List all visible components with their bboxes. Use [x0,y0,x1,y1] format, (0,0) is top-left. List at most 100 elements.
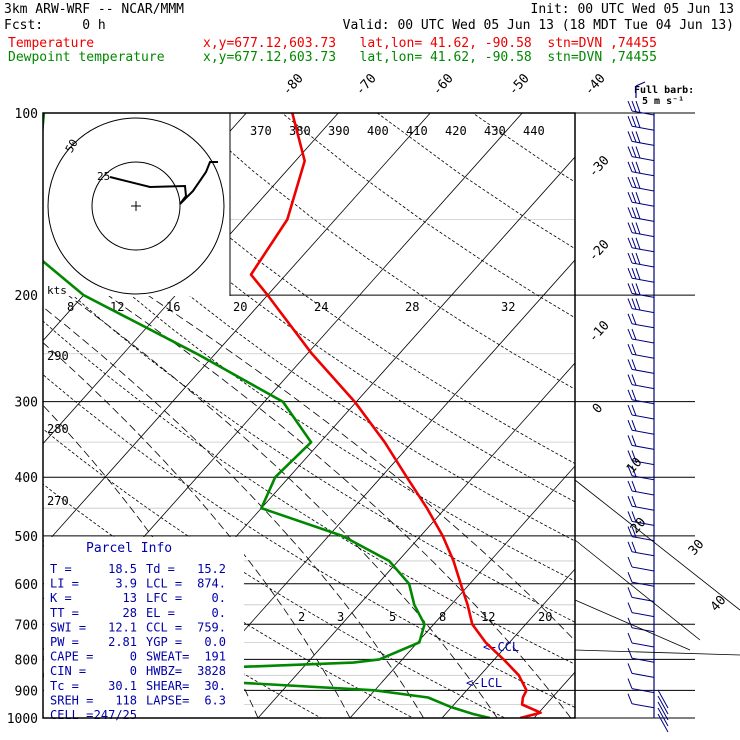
parcel-value-a: 247/25 [94,708,137,722]
outer-guide-1 [574,539,701,641]
wind-barb [627,161,655,177]
wind-barb-flag [627,556,633,568]
theta-label-290: 290 [47,349,69,363]
isotherm-label-10: 10 [624,455,646,477]
wind-barb-shaft [631,703,655,709]
wind-barb-flag [627,359,633,370]
wind-barb-flag [635,283,641,295]
parcel-value-a: 18.5 [108,562,137,576]
wind-barb [627,344,655,359]
wind-barb-flag [635,161,641,174]
wind-barb-surface [657,713,669,733]
forecast-hour: Fcst: 0 h [4,18,106,33]
wind-barb [627,313,655,329]
wind-barb-flag [631,359,637,371]
outer-guide-2 [574,599,691,651]
wind-barb-shaft [631,429,655,435]
wind-barb [627,602,655,618]
wind-barb-flag [631,435,637,447]
wind-barb-shaft [631,414,655,420]
wind-barb-flag [627,450,633,461]
init-time: Init: 00 UTC Wed 05 Jun 13 [530,2,735,17]
wind-barb-flag [631,298,637,310]
wind-barb-flag [627,678,633,689]
isotherm-label-0: 0 [590,401,606,417]
ccl-marker: <-CCL [483,640,519,654]
parcel-label-a: SWI = [50,620,86,634]
wind-barb-flag [635,146,641,159]
dry-adiabat-330 [43,215,575,582]
wind-barb [627,222,655,238]
wind-barb-shaft [631,186,655,192]
parcel-value-a: 0 [130,664,137,678]
wind-barb-flag [631,161,637,173]
parcel-label-a: SREH = [50,693,93,707]
wind-barb-flag [631,450,637,462]
wind-barb-shaft [631,140,655,146]
wind-barb-shaft [631,247,655,253]
wind-barb-shaft [631,201,655,207]
wind-barb-flag [635,222,641,235]
wind-barb-flag [627,648,633,659]
parcel-value-b: 0. [212,606,226,620]
wind-barb-flag [627,617,633,628]
wind-barbs [627,100,669,733]
wind-barb-flag [627,222,633,233]
wind-barb [627,283,655,298]
wind-barb [627,268,655,283]
parcel-info-title: Parcel Info [86,541,172,556]
parcel-label-b: LCL = [146,577,182,591]
wind-barb-flag [631,404,637,416]
isotherm-40 [718,113,740,718]
dry-adiabat-280 [43,483,414,718]
wind-barb [627,450,655,466]
wind-barb [627,541,655,557]
parcel-label-a: K = [50,591,72,605]
wind-barb-flag [627,602,633,613]
plot-frame [42,112,576,719]
wind-barb-flag [631,344,637,356]
wind-barb-flag [627,435,633,446]
wind-barb-flag [627,465,633,476]
mixing-ratio-top-24: 24 [314,300,328,314]
parcel-value-b: 0. [212,591,226,605]
isotherm-label--70: -70 [353,71,380,98]
parcel-value-b: 759. [197,620,226,634]
wind-key-barb [635,81,646,98]
parcel-label-b: EL = [146,606,175,620]
wind-barb [627,207,655,222]
outer-guide-3 [574,649,740,656]
legend-dewpoint-info: x,y=677.12,603.73 lat,lon= 41.62, -90.58… [203,50,657,65]
dry-adiabat-340 [43,162,575,542]
pressure-label-100: 100 [15,107,38,122]
isotherm-label--10: -10 [586,318,613,345]
wind-barb [627,146,655,162]
wind-barb-flag [631,541,637,553]
parcel-label-b: LAPSE= [146,693,189,707]
hodograph-unit: kts [47,284,67,297]
wind-barb-flag [631,480,637,492]
parcel-label-a: CIN = [50,664,86,678]
wind-barb [627,298,655,314]
isotherm-label--20: -20 [586,237,613,264]
dry-adiabat-400 [281,113,575,319]
wind-barb-flag [627,663,633,674]
wind-barb-flag [627,511,633,522]
wind-barb-flag [627,268,633,279]
wind-barb-surface [657,689,669,709]
parcel-value-b: 191 [204,650,226,664]
pressure-label-200: 200 [15,289,38,304]
wind-barb-flag [631,176,637,188]
dry-adiabat-320 [43,267,575,623]
wind-barb [627,435,655,450]
wind-barb-surface [657,707,669,727]
wind-barb-flag [627,146,633,157]
wind-barb-shaft [631,642,655,648]
wind-barb-shaft [631,688,655,694]
wind-barb-flag [635,192,641,204]
mixing-ratio-low-3: 3 [337,610,344,624]
parcel-label-a: T = [50,562,72,576]
wind-barb [627,389,655,405]
wind-barb-surface [657,701,669,721]
wind-barb-flag [627,572,633,583]
